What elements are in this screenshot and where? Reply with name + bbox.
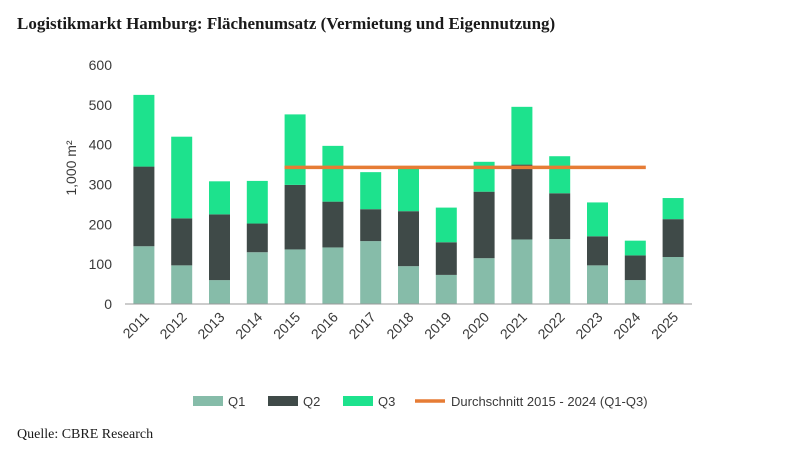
bar-q2-2011: [133, 166, 155, 247]
y-tick-label: 0: [104, 296, 112, 312]
x-tick-label: 2011: [119, 309, 152, 342]
bar-q2-2021: [511, 164, 533, 240]
bar-q2-2018: [398, 211, 419, 267]
bar-q3-2011: [133, 94, 155, 167]
x-tick-label: 2014: [232, 309, 265, 342]
y-axis-label: 1,000 m²: [63, 140, 79, 196]
bar-q2-2014: [246, 223, 268, 253]
bar-q3-2016: [322, 145, 344, 202]
legend-label-q1: Q1: [228, 394, 245, 409]
bar-q3-2023: [587, 202, 608, 237]
legend-label-average: Durchschnitt 2015 - 2024 (Q1-Q3): [451, 394, 648, 409]
bar-q2-2013: [209, 214, 230, 281]
legend-swatch-q3: [343, 396, 373, 406]
bar-q1-2015: [284, 249, 306, 304]
bar-q3-2012: [171, 136, 193, 219]
bar-q1-2012: [171, 265, 193, 304]
x-tick-label: 2012: [156, 309, 189, 342]
bar-q1-2017: [360, 241, 382, 304]
bar-q2-2012: [171, 218, 193, 266]
bar-q3-2015: [284, 114, 306, 185]
bar-q3-2022: [549, 156, 571, 194]
bar-q3-2018: [398, 167, 419, 212]
legend-swatch-q2: [268, 396, 298, 406]
x-tick-label: 2021: [497, 309, 530, 342]
bar-q2-2017: [360, 209, 382, 242]
x-axis-ticks: 2011 2012 2013 2014 2015 2016 2017 2018 2019 2020…: [119, 309, 681, 342]
bar-q1-2018: [398, 266, 419, 304]
x-tick-label: 2016: [308, 309, 341, 342]
legend: Q1 Q2 Q3 Durchschnitt 2015 - 2024 (Q1-Q3…: [193, 394, 648, 409]
x-tick-label: 2023: [572, 309, 605, 342]
bar-q2-2020: [473, 191, 495, 259]
bar-q3-2013: [209, 181, 230, 215]
bar-q3-2024: [624, 240, 646, 256]
x-tick-label: 2025: [648, 309, 681, 342]
bar-q1-2022: [549, 239, 571, 304]
bar-q2-2022: [549, 193, 571, 240]
x-tick-label: 2018: [383, 309, 416, 342]
bar-q2-2019: [435, 242, 457, 275]
y-axis-ticks: 0 100 200 300 400 500 600: [89, 57, 113, 312]
x-tick-label: 2020: [459, 309, 492, 342]
y-tick-label: 500: [89, 97, 113, 113]
x-tick-label: 2019: [421, 309, 454, 342]
y-tick-label: 300: [89, 177, 113, 193]
bar-q3-2019: [435, 207, 457, 243]
bar-q2-2015: [284, 184, 306, 250]
bar-q2-2023: [587, 236, 608, 266]
bar-q1-2020: [473, 258, 495, 304]
x-tick-label: 2015: [270, 309, 303, 342]
chart-title: Logistikmarkt Hamburg: Flächenumsatz (Ve…: [17, 14, 556, 33]
bars: [133, 94, 684, 304]
bar-q2-2025: [662, 219, 684, 257]
source-note: Quelle: CBRE Research: [17, 427, 154, 442]
bar-q3-2021: [511, 106, 533, 165]
legend-label-q2: Q2: [303, 394, 320, 409]
x-tick-label: 2013: [194, 309, 227, 342]
bar-q3-2014: [246, 180, 268, 224]
x-tick-label: 2024: [610, 309, 643, 342]
y-tick-label: 600: [89, 57, 113, 73]
bar-q1-2019: [435, 274, 457, 304]
y-tick-label: 200: [89, 216, 113, 232]
bar-q1-2024: [624, 280, 646, 304]
x-tick-label: 2022: [534, 309, 567, 342]
x-tick-label: 2017: [345, 309, 378, 342]
bar-q3-2025: [662, 198, 684, 220]
legend-swatch-q1: [193, 396, 223, 406]
legend-label-q3: Q3: [378, 394, 395, 409]
bar-q1-2023: [587, 265, 608, 304]
bar-q1-2021: [511, 239, 533, 304]
bar-q3-2020: [473, 161, 495, 192]
bar-q1-2011: [133, 246, 155, 304]
y-tick-label: 100: [89, 256, 113, 272]
bar-q1-2025: [662, 257, 684, 304]
bar-q1-2016: [322, 247, 344, 304]
bar-q1-2014: [246, 252, 268, 304]
bar-q2-2024: [624, 255, 646, 281]
bar-q1-2013: [209, 280, 230, 304]
y-tick-label: 400: [89, 137, 113, 153]
bar-q2-2016: [322, 201, 344, 248]
bar-q3-2017: [360, 172, 382, 210]
